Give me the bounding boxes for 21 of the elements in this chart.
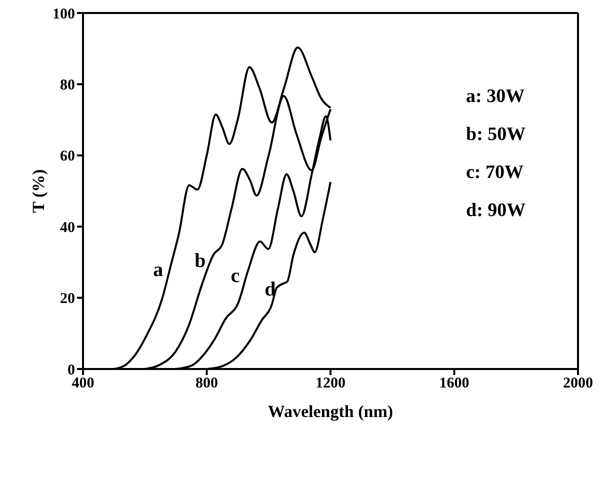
annotation: c: 70W	[466, 161, 525, 185]
y-axis-title: T (%)	[29, 169, 48, 213]
x-axis-title: Wavelength (nm)	[268, 402, 394, 421]
series-label: c	[230, 265, 240, 288]
x-tick-label: 1200	[316, 376, 346, 392]
y-tick-label: 20	[60, 291, 75, 308]
annotation: d: 90W	[466, 199, 526, 223]
x-tick-label: 2000	[563, 376, 593, 392]
series-label: b	[194, 250, 206, 272]
x-tick-label: 1600	[439, 376, 470, 392]
y-tick-label: 60	[60, 148, 75, 165]
x-tick-label: 400	[72, 376, 94, 392]
series-label: d	[264, 278, 276, 301]
annotation: a: 30W	[466, 85, 526, 109]
x-tick-label: 800	[196, 376, 218, 392]
y-tick-label: 100	[52, 6, 75, 22]
y-tick-label: 40	[60, 220, 75, 236]
y-tick-label: 80	[60, 78, 75, 94]
annotation: b: 50W	[466, 123, 526, 147]
y-tick-label: 0	[68, 362, 75, 378]
series-label: a	[153, 258, 164, 281]
